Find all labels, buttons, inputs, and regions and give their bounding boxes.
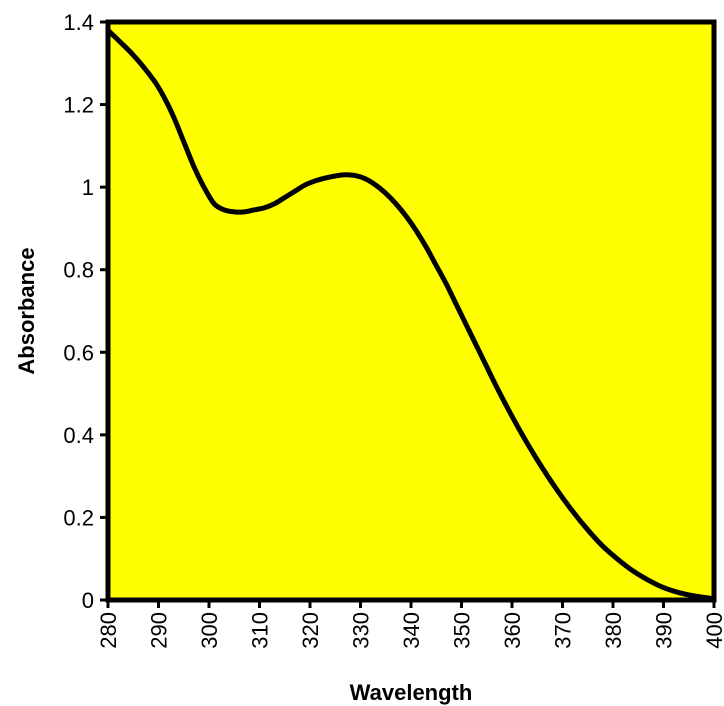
y-tick-label: 0.6 — [63, 340, 94, 365]
y-axis-title: Absorbance — [14, 247, 39, 374]
y-tick-label: 0.8 — [63, 258, 94, 283]
x-tick-label: 400 — [702, 612, 724, 649]
x-tick-label: 370 — [551, 612, 576, 649]
x-tick-label: 310 — [248, 612, 273, 649]
y-tick-label: 1.4 — [63, 10, 94, 35]
x-tick-label: 340 — [399, 612, 424, 649]
x-tick-label: 350 — [450, 612, 475, 649]
x-tick-label: 320 — [298, 612, 323, 649]
y-tick-label: 1 — [82, 175, 94, 200]
absorbance-curve — [105, 27, 717, 602]
x-tick-label: 300 — [197, 612, 222, 649]
x-tick-label: 390 — [652, 612, 677, 649]
x-tick-label: 330 — [349, 612, 374, 649]
x-tick-label: 280 — [96, 612, 121, 649]
y-tick-label: 0.4 — [63, 423, 94, 448]
x-tick-label: 360 — [500, 612, 525, 649]
plot-area — [105, 19, 717, 603]
y-tick-label: 0 — [82, 588, 94, 613]
x-tick-label: 290 — [147, 612, 172, 649]
x-axis-title: Wavelength — [350, 680, 473, 705]
x-tick-label: 380 — [601, 612, 626, 649]
x-axis-ticks: 280 290 300 310 320 330 340 350 360 370 380 390 400 — [96, 600, 724, 649]
y-tick-label: 1.2 — [63, 93, 94, 118]
y-tick-label: 0.2 — [63, 505, 94, 530]
y-axis-ticks: 0 0.2 0.4 0.6 0.8 1 1.2 1.4 — [63, 10, 108, 613]
